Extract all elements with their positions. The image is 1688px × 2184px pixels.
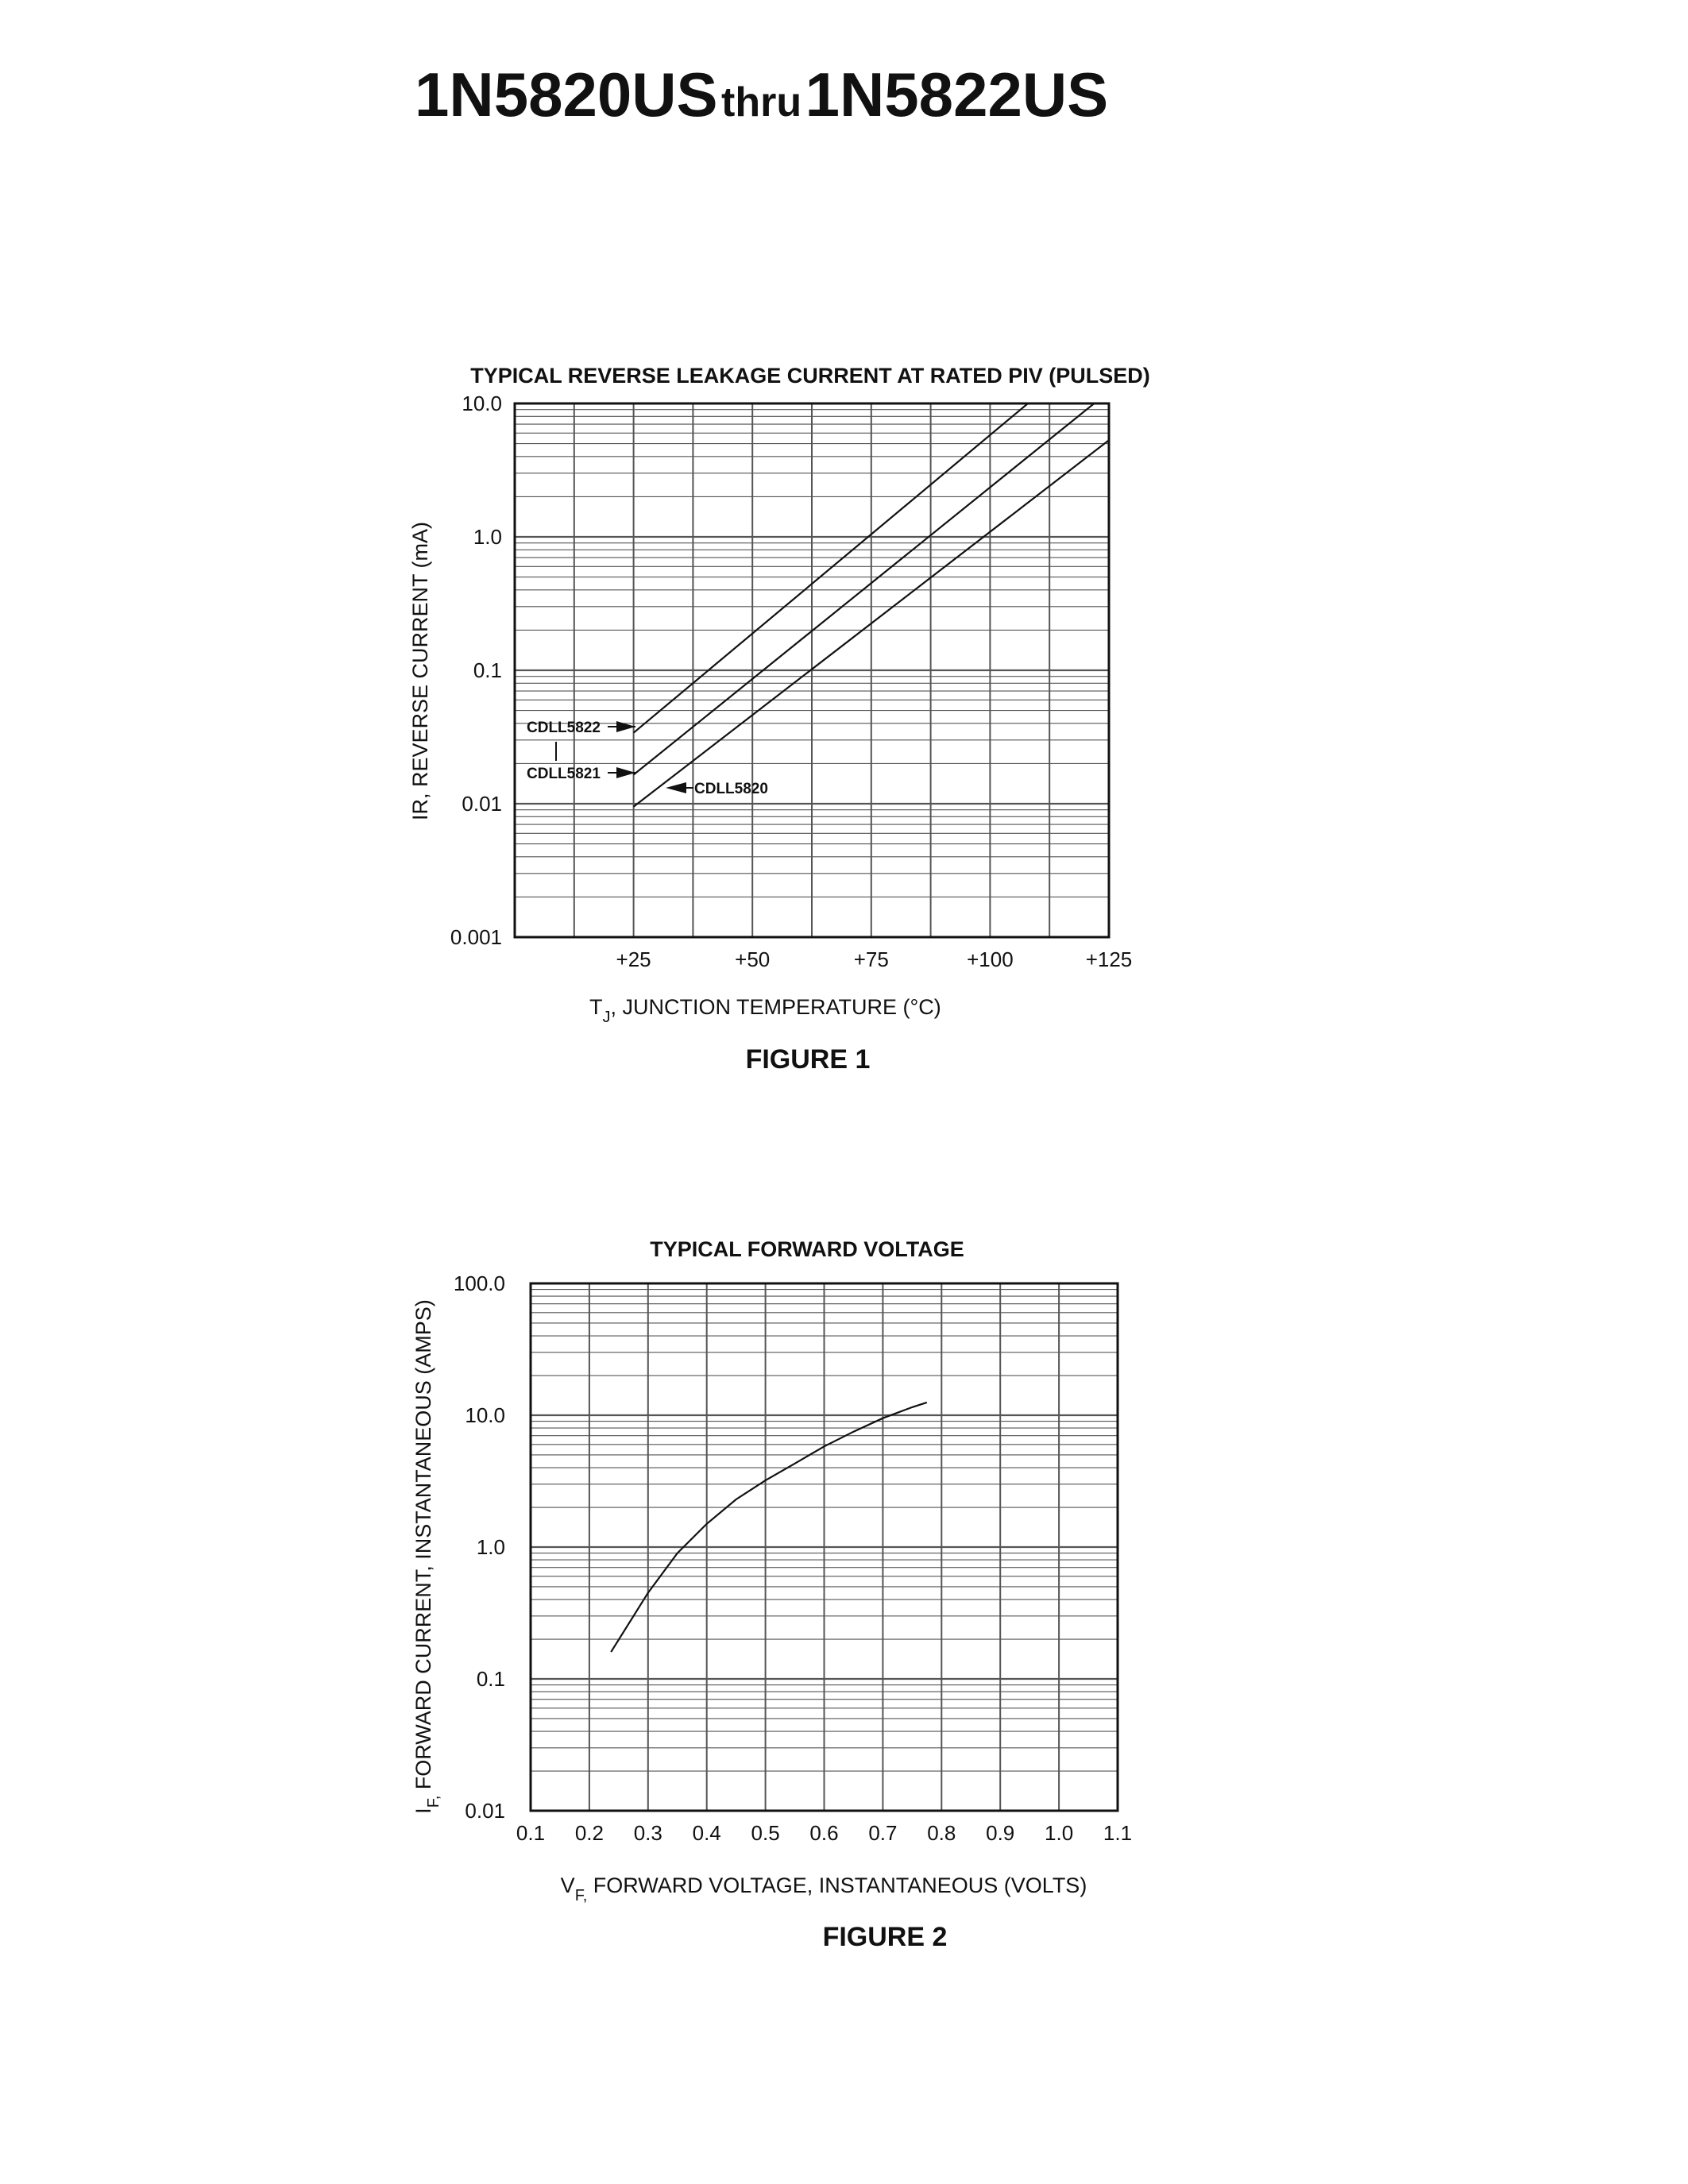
x-axis-label: TJ, JUNCTION TEMPERATURE (°C) <box>589 995 941 1026</box>
x-tick-label: 1.1 <box>1103 1821 1132 1845</box>
series-pointer-arrowhead <box>616 721 635 732</box>
x-tick-label: 0.8 <box>927 1821 956 1845</box>
plot-frame <box>529 1282 1119 1812</box>
figure-caption: FIGURE 2 <box>823 1922 948 1952</box>
x-tick-label: 0.7 <box>868 1821 897 1845</box>
y-axis-label: IF, FORWARD CURRENT, INSTANTANEOUS (AMPS… <box>411 1299 442 1814</box>
x-tick-label: 0.6 <box>809 1821 838 1845</box>
x-axis-label-rest: , JUNCTION TEMPERATURE (°C) <box>611 995 941 1019</box>
x-tick-label: 0.5 <box>751 1821 780 1845</box>
part-number-start: 1N5820US <box>415 60 718 129</box>
x-tick-label: 0.1 <box>516 1821 545 1845</box>
title-connector: thru <box>721 79 802 125</box>
y-axis-label: IR, REVERSE CURRENT (mA) <box>408 522 432 820</box>
x-tick-label: +100 <box>967 947 1014 971</box>
y-tick-label: 100.0 <box>454 1271 505 1295</box>
y-tick-label: 0.001 <box>450 925 502 949</box>
series-label-cdll5822: CDLL5822 <box>527 720 601 736</box>
page-title: 1N5820US thru 1N5822US <box>415 64 1108 125</box>
x-axis-label-main: T <box>589 995 603 1019</box>
x-tick-label: 0.4 <box>693 1821 721 1845</box>
y-axis-label-main: IR, REVERSE CURRENT (mA) <box>408 522 432 820</box>
x-tick-label: +75 <box>854 947 889 971</box>
y-tick-label: 0.1 <box>477 1667 505 1691</box>
x-tick-label: 1.0 <box>1045 1821 1073 1845</box>
chart-2: TYPICAL FORWARD VOLTAGE 0.1 0.2 0.3 0.4 0.5 0.… <box>411 1237 1132 1952</box>
series-line-cdll5820 <box>632 439 1110 808</box>
x-tick-label: 0.3 <box>634 1821 662 1845</box>
series-annotations: CDLL5822 CDLL5821 CDLL5820 <box>527 720 768 797</box>
series-line-1 <box>610 1401 928 1653</box>
x-tick-label: +125 <box>1086 947 1133 971</box>
y-tick-label: 10.0 <box>465 1403 505 1427</box>
figure-caption: FIGURE 1 <box>746 1044 871 1075</box>
x-tick-label: 0.9 <box>986 1821 1014 1845</box>
series-pointer-arrowhead <box>616 767 635 778</box>
x-axis-label-subscript: J <box>603 1009 611 1026</box>
y-tick-label: 10.0 <box>462 392 502 415</box>
series-line-cdll5822 <box>632 403 1029 734</box>
x-axis-label-subscript: F, <box>575 1887 588 1904</box>
x-tick-label: +25 <box>616 947 651 971</box>
series-label-cdll5821: CDLL5821 <box>527 766 601 782</box>
gridlines <box>530 1283 1118 1812</box>
series-line-cdll5821 <box>632 403 1095 776</box>
y-tick-label: 0.01 <box>462 792 502 816</box>
series-label-cdll5820: CDLL5820 <box>694 781 768 797</box>
part-number-end: 1N5822US <box>805 60 1109 129</box>
x-tick-label: +50 <box>735 947 770 971</box>
x-tick-label: 0.2 <box>575 1821 604 1845</box>
series-pointer-arrowhead <box>666 782 686 793</box>
x-axis-label: VF, FORWARD VOLTAGE, INSTANTANEOUS (VOLT… <box>561 1873 1087 1904</box>
y-tick-label: 0.01 <box>465 1799 505 1823</box>
plot-frame <box>513 402 1111 939</box>
y-axis-label-subscript: F, <box>425 1796 442 1808</box>
chart-title: TYPICAL FORWARD VOLTAGE <box>650 1237 964 1261</box>
chart-1: TYPICAL REVERSE LEAKAGE CURRENT AT RATED… <box>408 364 1150 1075</box>
y-tick-label: 1.0 <box>473 525 502 549</box>
y-axis-label-main: I <box>411 1808 435 1814</box>
x-axis-label-main: V <box>561 1873 575 1897</box>
x-axis-label-rest: FORWARD VOLTAGE, INSTANTANEOUS (VOLTS) <box>587 1873 1087 1897</box>
y-tick-label: 0.1 <box>473 658 502 682</box>
chart-title: TYPICAL REVERSE LEAKAGE CURRENT AT RATED… <box>470 364 1150 388</box>
y-tick-label: 1.0 <box>477 1535 505 1559</box>
y-axis-label-rest: FORWARD CURRENT, INSTANTANEOUS (AMPS) <box>411 1299 435 1796</box>
